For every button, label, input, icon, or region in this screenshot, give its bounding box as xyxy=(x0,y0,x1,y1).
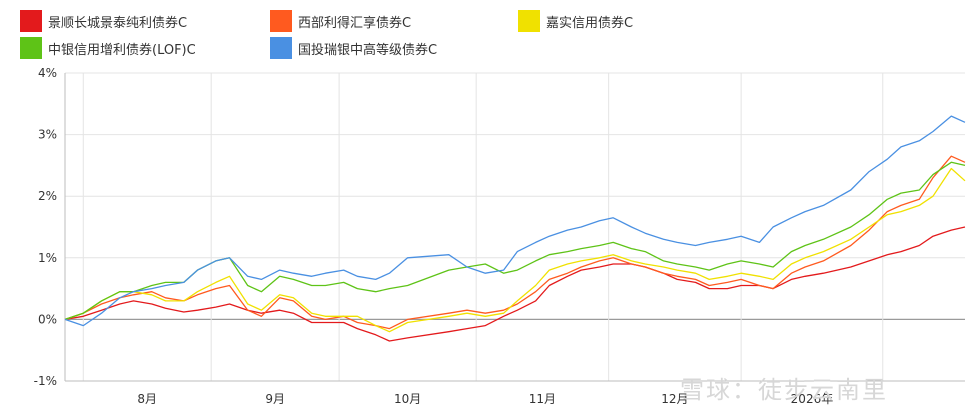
x-tick-label: 11月 xyxy=(529,392,556,406)
chart-legend: 景顺长城景泰纯利债券C 西部利得汇享债券C 嘉实信用债券C 中银信用增利债券(L… xyxy=(0,0,980,66)
legend-label-xibu: 西部利得汇享债券C xyxy=(298,15,412,31)
y-tick-label: -1% xyxy=(34,374,57,388)
x-tick-label: 12月 xyxy=(661,392,688,406)
legend-label-jiashi: 嘉实信用债券C xyxy=(546,15,634,31)
series-line-3 xyxy=(64,167,966,333)
legend-swatch-xibu xyxy=(270,10,292,32)
y-tick-label: 3% xyxy=(38,128,57,142)
legend-item-jingshun[interactable]: 景顺长城景泰纯利债券C xyxy=(20,10,187,32)
x-tick-label: 2026年 xyxy=(791,392,834,406)
legend-swatch-zhongyin xyxy=(20,37,42,59)
y-tick-label: 1% xyxy=(38,251,57,265)
y-tick-label: 2% xyxy=(38,189,57,203)
legend-swatch-guotou xyxy=(270,37,292,59)
legend-swatch-jiashi xyxy=(518,10,540,32)
series-line-1 xyxy=(64,226,966,342)
legend-item-xibu[interactable]: 西部利得汇享债券C xyxy=(270,10,411,32)
x-tick-label: 10月 xyxy=(394,392,421,406)
legend-label-jingshun: 景顺长城景泰纯利债券C xyxy=(48,15,188,31)
legend-label-zhongyin: 中银信用增利债券(LOF)C xyxy=(48,42,196,58)
series-line-4 xyxy=(64,161,966,321)
watermark: 雪球：徒步云南里 xyxy=(680,376,888,404)
series-line-5 xyxy=(64,115,966,327)
y-tick-label: 4% xyxy=(38,66,57,80)
x-tick-label: 9月 xyxy=(265,392,285,406)
legend-label-guotou: 国投瑞银中高等级债券C xyxy=(298,42,438,58)
legend-item-zhongyin[interactable]: 中银信用增利债券(LOF)C xyxy=(20,37,196,59)
legend-item-jiashi[interactable]: 嘉实信用债券C xyxy=(518,10,633,32)
series-line-2 xyxy=(64,155,966,330)
y-tick-label: 0% xyxy=(38,312,57,326)
legend-swatch-jingshun xyxy=(20,10,42,32)
legend-item-guotou[interactable]: 国投瑞银中高等级债券C xyxy=(270,37,437,59)
x-tick-label: 8月 xyxy=(137,392,157,406)
